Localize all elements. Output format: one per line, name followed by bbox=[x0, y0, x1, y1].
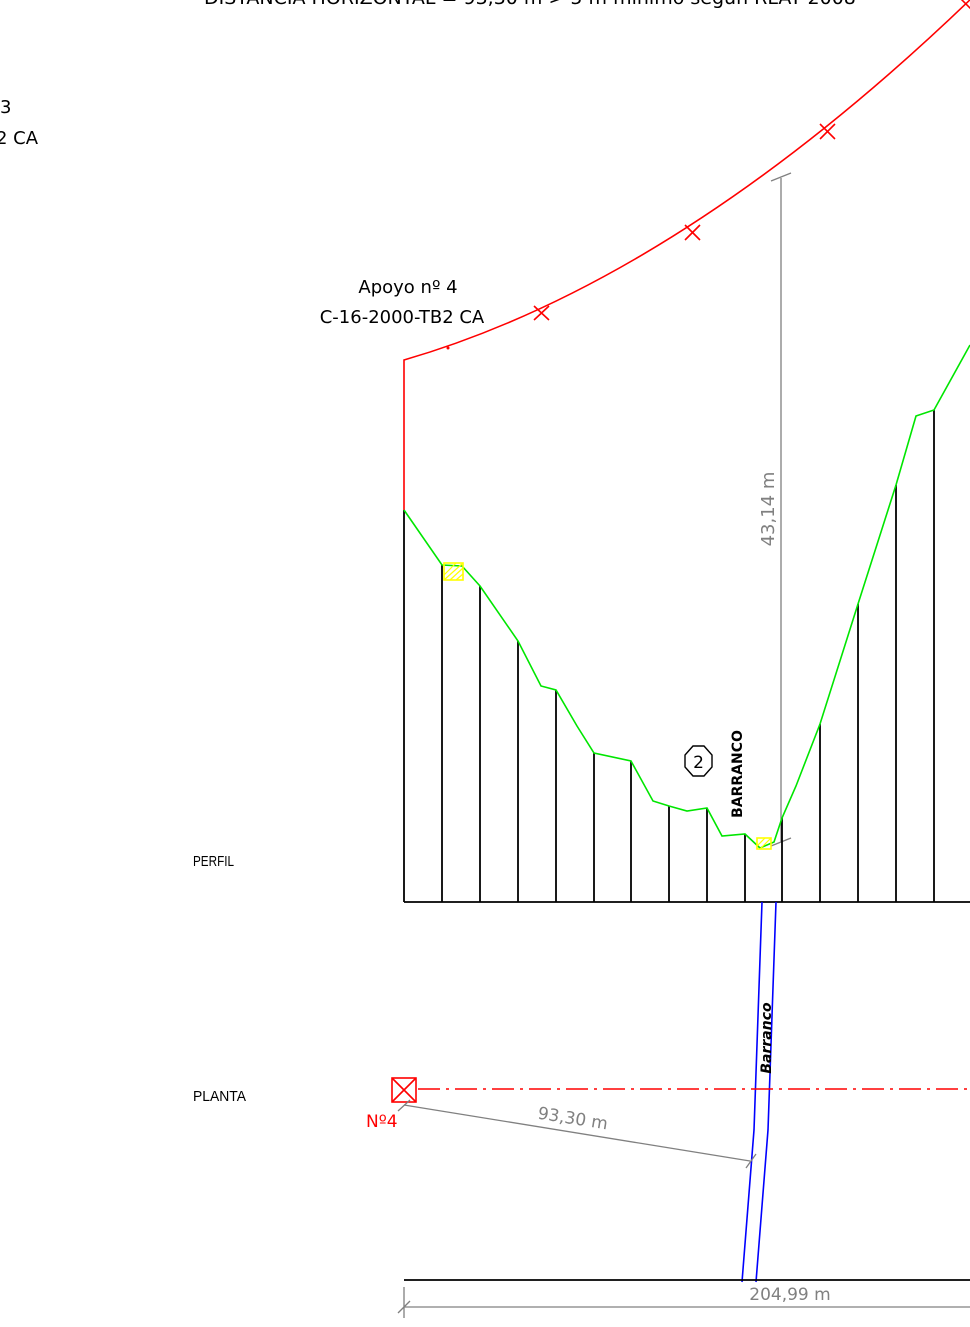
profile-section-label: PERFIL bbox=[193, 853, 234, 870]
conductor-line bbox=[403, 0, 970, 510]
terrain-profile bbox=[403, 344, 970, 849]
profile-marker-crossing bbox=[756, 837, 772, 850]
left-support-label-line1: 3 bbox=[0, 97, 11, 118]
left-support-label-line2: 2 CA bbox=[0, 128, 39, 149]
total-length-label: 204,99 m bbox=[749, 1285, 830, 1305]
conductor-marker-1 bbox=[533, 305, 550, 321]
support-model: C-16-2000-TB2 CA bbox=[320, 307, 485, 328]
conductor-point bbox=[446, 346, 450, 350]
profile-marker-left bbox=[443, 562, 464, 581]
distance-label: 93,30 m bbox=[536, 1104, 609, 1135]
conductor-marker-3 bbox=[819, 123, 836, 140]
crossing-number: 2 bbox=[693, 753, 704, 773]
crossing-label: BARRANCO bbox=[730, 730, 746, 818]
stream-label: Barranco bbox=[759, 1002, 775, 1074]
distance-dimension bbox=[397, 1099, 757, 1169]
support-symbol bbox=[391, 1077, 417, 1103]
clearance-label: 43,14 m bbox=[758, 472, 779, 547]
distance-note: DISTANCIA HORIZONTAL = 93,30 m > 5 m mín… bbox=[204, 0, 856, 9]
conductor-markers bbox=[533, 0, 970, 321]
terrain-stations bbox=[403, 410, 970, 903]
support-title: Apoyo nº 4 bbox=[358, 277, 457, 298]
conductor-marker-4 bbox=[960, 0, 970, 10]
plan-section-label: PLANTA bbox=[193, 1088, 246, 1105]
crossing-number-badge bbox=[684, 745, 713, 777]
total-length-dimension bbox=[397, 1287, 970, 1318]
support-plan-label: Nº4 bbox=[366, 1112, 398, 1132]
clearance-dimension bbox=[770, 172, 792, 847]
conductor-marker-2 bbox=[684, 224, 701, 241]
stream-channel bbox=[741, 901, 777, 1283]
